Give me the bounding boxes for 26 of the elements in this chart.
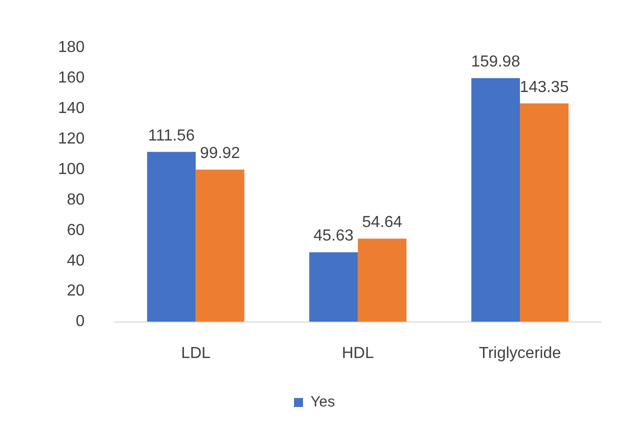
y-tick-label: 0 — [76, 313, 85, 330]
x-tick-label: HDL — [342, 344, 374, 362]
bar — [471, 78, 520, 322]
y-tick-label: 60 — [66, 222, 85, 239]
bar — [309, 252, 358, 322]
y-tick-label: 120 — [58, 130, 85, 148]
y-tick-label: 40 — [66, 252, 85, 270]
bar — [520, 103, 569, 322]
data-label: 143.35 — [520, 78, 569, 96]
data-label: 54.64 — [362, 214, 402, 231]
bar — [147, 152, 196, 322]
data-label: 159.98 — [471, 54, 520, 71]
data-label: 111.56 — [148, 127, 195, 144]
x-tick-label: Triglyceride — [478, 344, 562, 362]
y-tick-label: 100 — [58, 160, 85, 178]
y-tick-label: 140 — [58, 100, 85, 117]
bar — [358, 238, 406, 322]
bar — [196, 170, 244, 322]
x-tick-label: LDL — [181, 344, 211, 362]
data-label: 45.63 — [314, 228, 354, 245]
legend-label: Yes — [310, 394, 335, 411]
y-tick-label: 160 — [58, 69, 85, 86]
y-tick-label: 20 — [66, 282, 85, 300]
y-tick-label: 180 — [58, 39, 85, 56]
data-label: 99.92 — [200, 144, 240, 162]
y-tick-label: 80 — [66, 191, 85, 208]
